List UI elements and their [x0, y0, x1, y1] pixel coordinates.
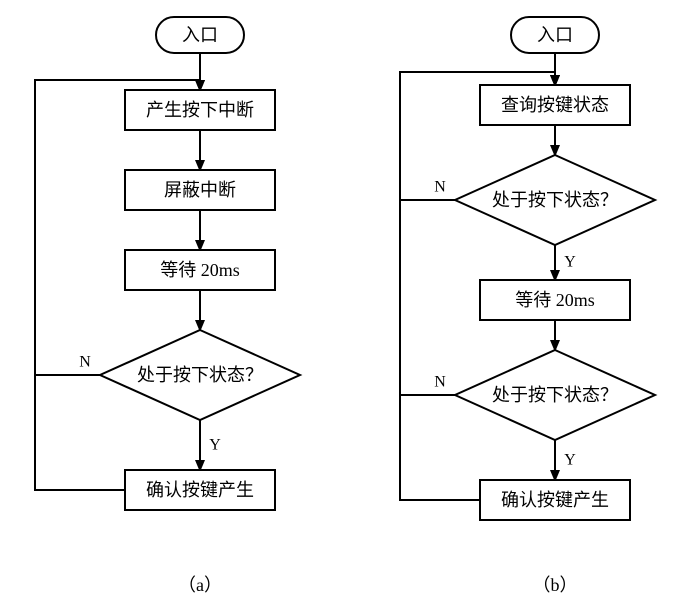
node-label: 屏蔽中断: [164, 180, 236, 200]
node-label: 入口: [182, 25, 218, 45]
node-label: 查询按键状态: [501, 95, 609, 115]
edge-label: N: [434, 179, 446, 196]
edge-label: Y: [209, 437, 221, 454]
flow-node-a_b3: 等待 20ms: [125, 250, 275, 290]
edge-label: Y: [564, 254, 576, 271]
flow-node-a_b2: 屏蔽中断: [125, 170, 275, 210]
flowchart-caption: （a）: [178, 575, 222, 595]
node-label: 处于按下状态？: [137, 365, 263, 385]
node-label: 等待 20ms: [160, 260, 240, 280]
flow-node-a_b4: 确认按键产生: [125, 470, 275, 510]
flow-node-b_b3: 确认按键产生: [480, 480, 630, 520]
node-label: 等待 20ms: [515, 290, 595, 310]
edge-label: N: [434, 374, 446, 391]
edges-layer: [35, 53, 555, 500]
flow-node-a_d1: 处于按下状态？: [100, 330, 300, 420]
flow-node-a_entry: 入口: [156, 17, 244, 53]
node-label: 产生按下中断: [146, 100, 254, 120]
node-label: 处于按下状态？: [492, 385, 618, 405]
flow-node-a_b1: 产生按下中断: [125, 90, 275, 130]
node-label: 处于按下状态？: [492, 190, 618, 210]
flow-node-b_d1: 处于按下状态？: [455, 155, 655, 245]
node-label: 确认按键产生: [501, 490, 609, 510]
node-label: 确认按键产生: [146, 480, 254, 500]
flow-node-b_entry: 入口: [511, 17, 599, 53]
flowchart-caption: （b）: [533, 575, 578, 595]
edge-label: N: [79, 354, 91, 371]
flow-node-b_b1: 查询按键状态: [480, 85, 630, 125]
edge-label: Y: [564, 452, 576, 469]
flow-node-b_d2: 处于按下状态？: [455, 350, 655, 440]
flow-node-b_b2: 等待 20ms: [480, 280, 630, 320]
node-label: 入口: [537, 25, 573, 45]
flowchart-canvas: 入口产生按下中断屏蔽中断等待 20ms处于按下状态？确认按键产生入口查询按键状态…: [0, 0, 695, 611]
